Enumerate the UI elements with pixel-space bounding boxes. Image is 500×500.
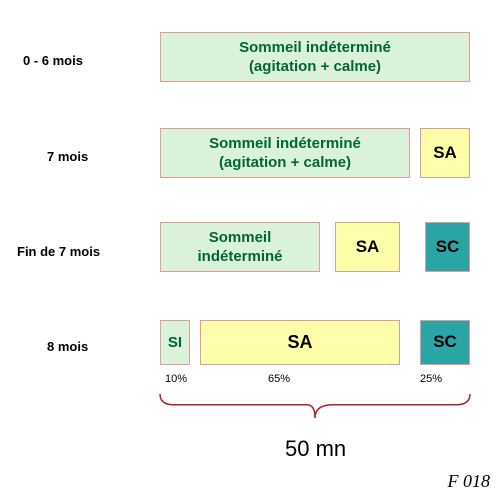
block-sommeil-r2-0: Sommeilindéterminé	[160, 222, 320, 272]
percent-label-0: 10%	[165, 373, 187, 385]
row-label-1: 7 mois	[47, 149, 88, 164]
signature: F 018	[448, 471, 491, 492]
time-label: 50 mn	[285, 436, 346, 462]
block-sa-r3-1: SA	[200, 320, 400, 365]
row-label-2: Fin de 7 mois	[17, 244, 100, 259]
block-sommeil-r1-0: Sommeil indéterminé(agitation + calme)	[160, 128, 410, 178]
percent-label-1: 65%	[268, 373, 290, 385]
row-label-3: 8 mois	[47, 339, 88, 354]
block-sa-r1-1: SA	[420, 128, 470, 178]
time-bracket	[155, 392, 475, 426]
percent-label-2: 25%	[420, 373, 442, 385]
block-sommeil-r0-0: Sommeil indéterminé(agitation + calme)	[160, 32, 470, 82]
row-label-0: 0 - 6 mois	[23, 53, 83, 68]
block-sc-r3-2: SC	[420, 320, 470, 365]
block-sc-r2-2: SC	[425, 222, 470, 272]
block-sa-r2-1: SA	[335, 222, 400, 272]
block-sommeil-r3-0: SI	[160, 320, 190, 365]
